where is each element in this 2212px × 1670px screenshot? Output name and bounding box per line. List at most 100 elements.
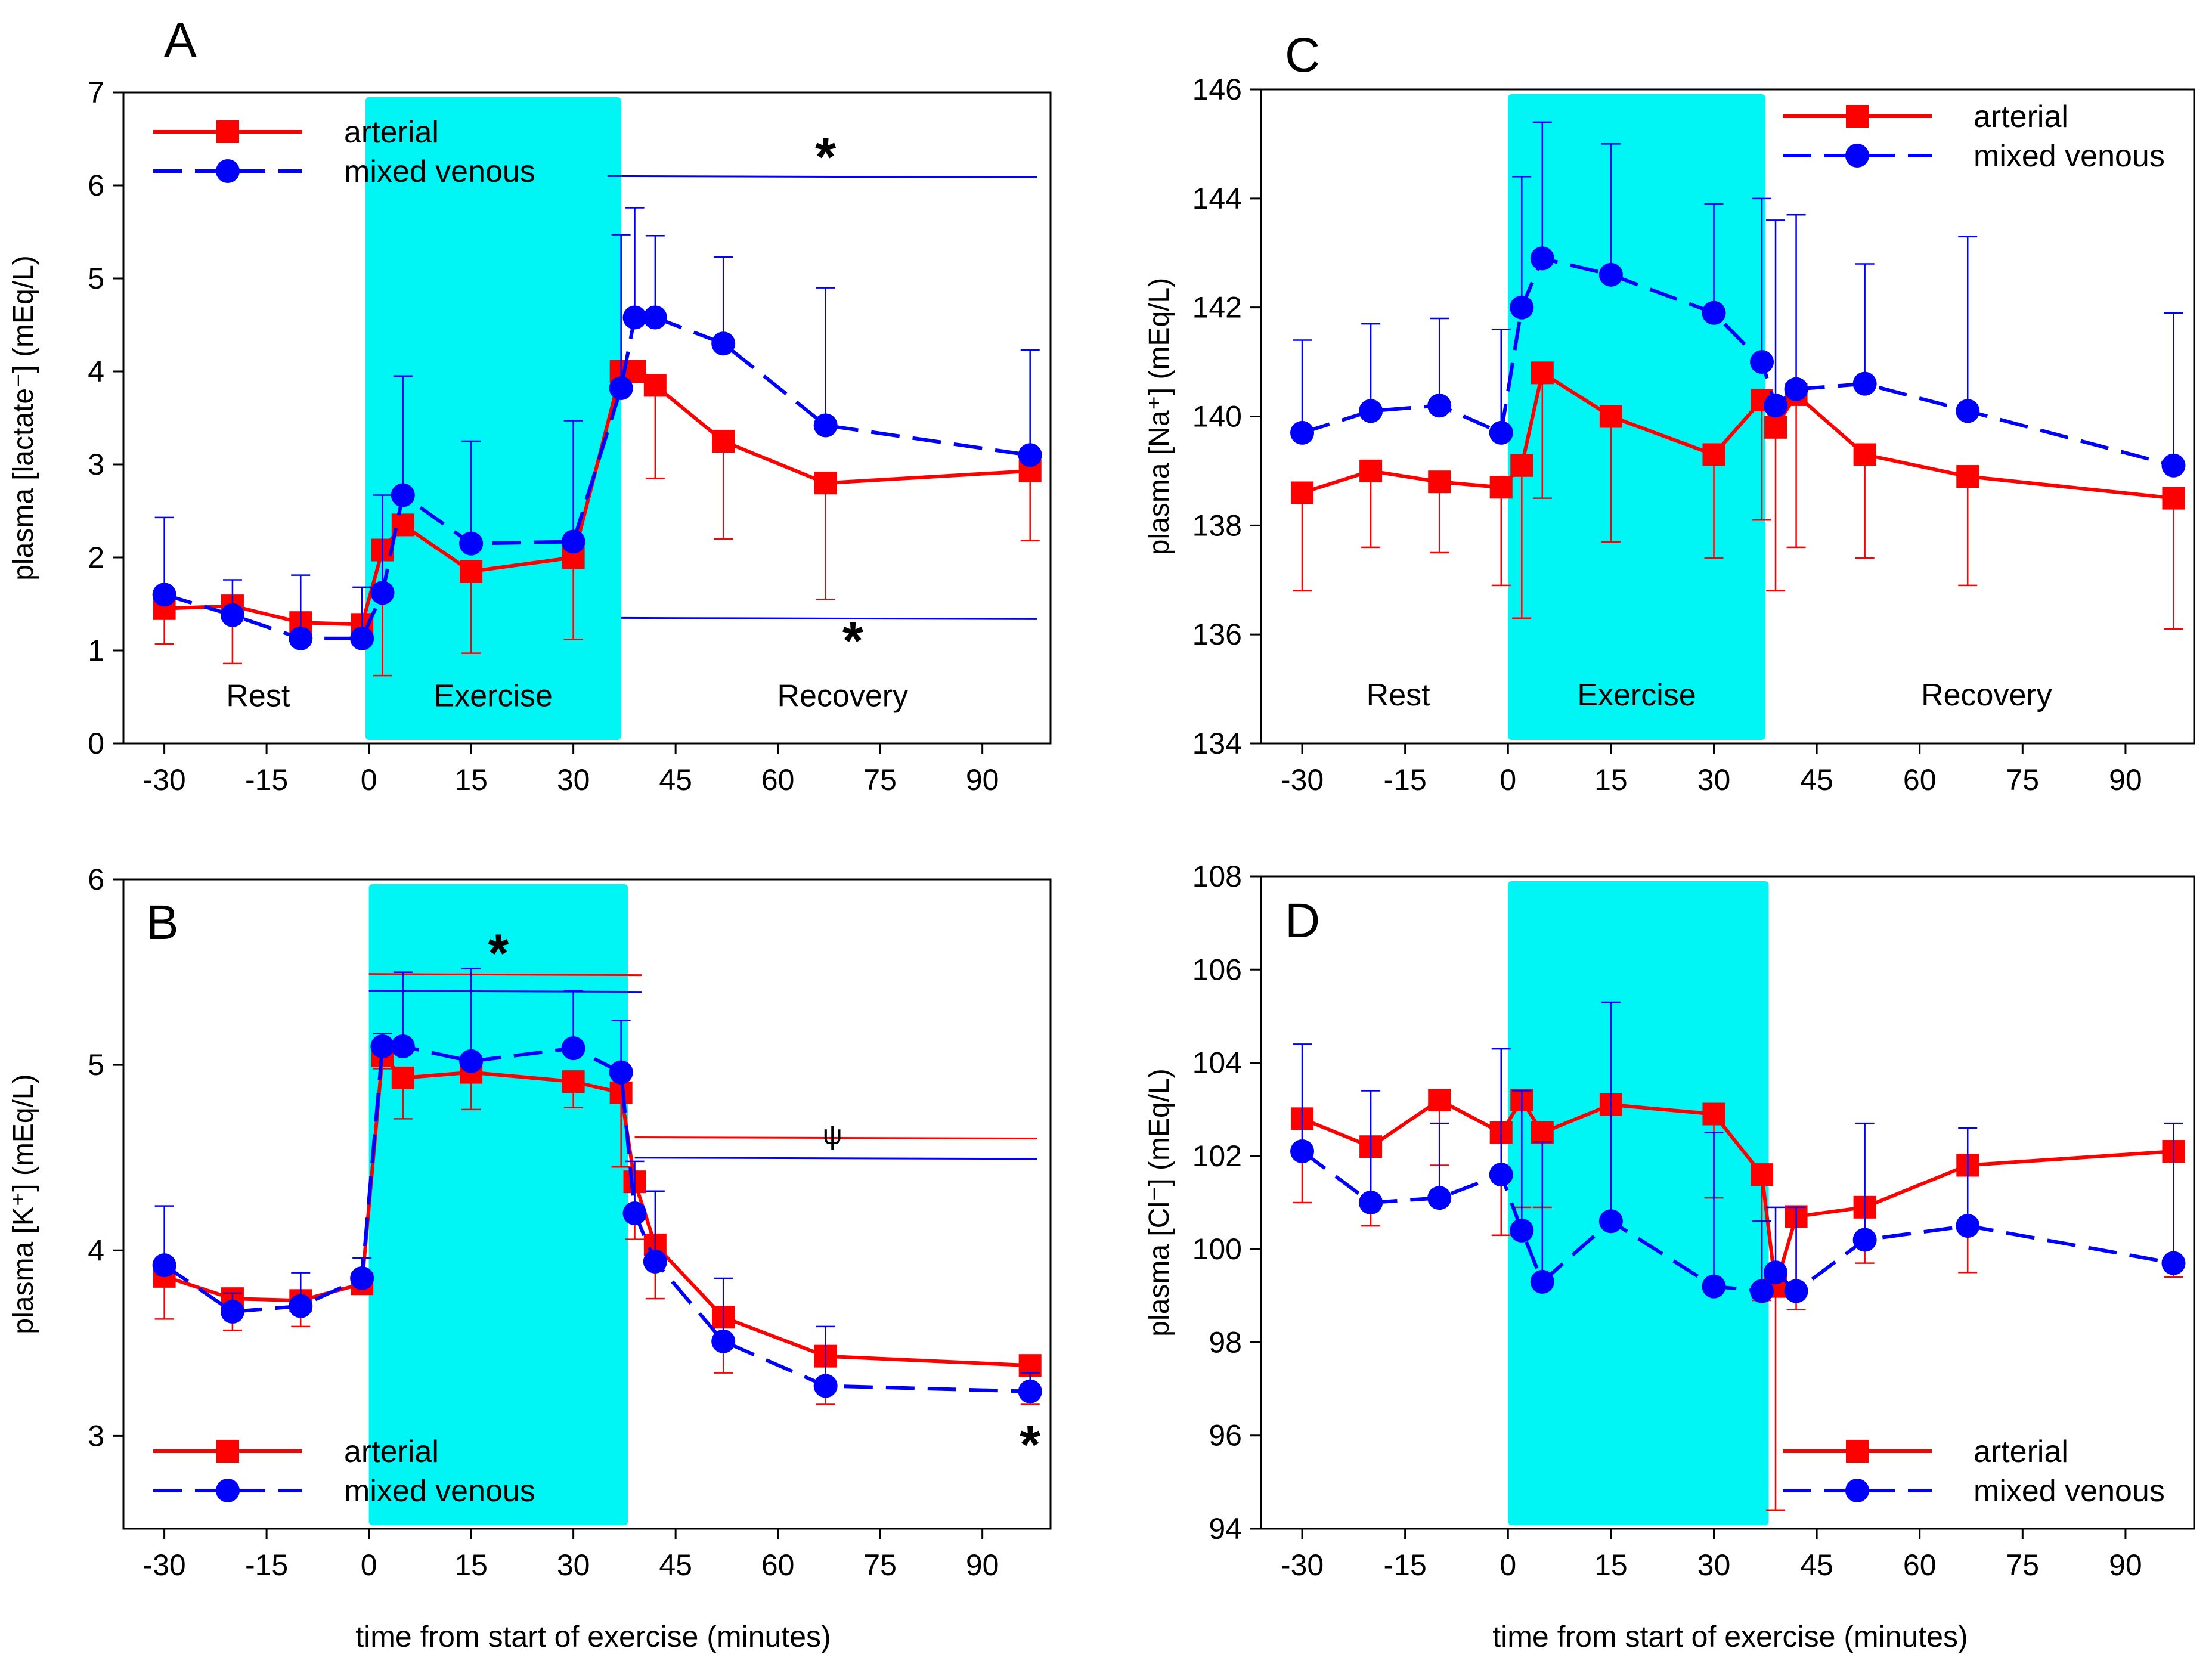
data-point-arterial — [1853, 443, 1876, 466]
data-point-venous — [152, 1253, 176, 1278]
y-axis-label: plasma [Cl⁻] (mEq/L) — [1144, 1068, 1175, 1336]
region-label-exercise: Exercise — [1577, 678, 1696, 712]
data-point-venous — [1427, 394, 1452, 418]
x-tick-label: -30 — [1281, 1548, 1324, 1582]
legend-marker-arterial — [216, 1440, 239, 1463]
x-tick-label: 90 — [966, 1548, 999, 1582]
data-point-arterial — [1359, 459, 1383, 482]
data-point-venous — [711, 331, 736, 356]
data-point-arterial — [391, 1066, 414, 1089]
legend-marker-venous — [1845, 1479, 1869, 1502]
legend-marker-arterial — [1846, 105, 1869, 128]
data-point-venous — [1598, 262, 1623, 287]
data-point-venous — [2161, 1251, 2186, 1275]
x-tick-label: 30 — [1697, 1548, 1731, 1582]
legend-marker-venous — [216, 1479, 240, 1502]
data-point-arterial — [460, 560, 483, 583]
x-tick-label: 75 — [863, 1548, 897, 1582]
panel-letter: A — [164, 13, 197, 67]
data-point-venous — [813, 413, 838, 438]
x-tick-label: 30 — [1697, 763, 1731, 797]
y-tick-label: 5 — [88, 262, 104, 295]
data-point-venous — [1750, 350, 1774, 374]
data-point-venous — [152, 583, 176, 607]
x-tick-label: 30 — [557, 1548, 590, 1582]
data-point-arterial — [1956, 465, 1979, 488]
x-tick-label: -15 — [1384, 1548, 1427, 1582]
legend-label-venous: mixed venous — [1974, 139, 2165, 173]
data-point-venous — [370, 581, 395, 605]
series-line-venous — [163, 1045, 1030, 1393]
significance-mark: * — [842, 611, 863, 671]
y-tick-label: 4 — [88, 1234, 104, 1267]
exercise-shading — [365, 97, 621, 740]
data-point-venous — [643, 305, 667, 330]
region-label-rest: Rest — [226, 679, 290, 714]
legend-label-venous: mixed venous — [1974, 1474, 2165, 1508]
data-point-venous — [1530, 246, 1554, 271]
data-point-venous — [1852, 371, 1877, 396]
y-tick-label: 146 — [1192, 73, 1242, 106]
y-tick-label: 94 — [1209, 1512, 1242, 1545]
data-point-venous — [370, 1034, 395, 1059]
plot-frame — [122, 878, 1052, 1530]
data-point-venous — [459, 531, 484, 556]
data-point-arterial — [814, 472, 837, 495]
panel-D: -30 -15 0 15 30 45 60 75 90 94 96 98 100 102 104 106 108… — [1144, 860, 2195, 1582]
significance-line — [634, 1136, 1037, 1139]
data-point-venous — [1702, 1274, 1726, 1299]
data-point-venous — [1956, 1214, 1980, 1238]
x-axis-label-right: time from start of exercise (minutes) — [1492, 1620, 1968, 1653]
data-point-venous — [1359, 399, 1383, 423]
x-tick-label: 60 — [1903, 1548, 1937, 1582]
data-point-venous — [609, 376, 633, 401]
y-tick-label: 142 — [1192, 291, 1242, 324]
data-point-arterial — [1599, 405, 1622, 428]
data-point-venous — [220, 603, 244, 627]
y-tick-label: 7 — [88, 76, 104, 109]
data-point-venous — [711, 1329, 736, 1353]
legend-marker-venous — [1845, 144, 1869, 168]
data-point-arterial — [1702, 1102, 1725, 1126]
data-point-venous — [1359, 1191, 1383, 1214]
x-tick-label: 90 — [2109, 763, 2142, 797]
data-point-venous — [391, 1034, 415, 1059]
significance-line — [368, 990, 642, 993]
data-point-arterial — [1531, 361, 1554, 385]
y-tick-label: 108 — [1192, 860, 1242, 893]
x-tick-label: 0 — [1500, 763, 1516, 797]
region-label-recovery: Recovery — [1921, 678, 2052, 712]
y-tick-label: 5 — [88, 1048, 104, 1082]
data-point-venous — [813, 1374, 838, 1398]
y-axis-label: plasma [K⁺] (mEq/L) — [8, 1074, 39, 1334]
y-tick-label: 3 — [88, 1419, 104, 1452]
x-tick-label: 0 — [361, 1548, 377, 1582]
exercise-shading — [1508, 94, 1765, 740]
x-tick-label: 60 — [761, 1548, 795, 1582]
legend-label-venous: mixed venous — [344, 154, 535, 189]
data-point-venous — [1510, 295, 1534, 320]
legend-marker-arterial — [216, 120, 239, 143]
legend-marker-arterial — [1846, 1440, 1869, 1463]
x-tick-label: 0 — [1500, 1548, 1516, 1582]
y-tick-label: 104 — [1192, 1046, 1242, 1080]
data-point-arterial — [1751, 1163, 1774, 1186]
region-label-exercise: Exercise — [434, 679, 553, 714]
x-tick-label: 45 — [659, 1548, 692, 1582]
data-point-venous — [1764, 1260, 1788, 1285]
data-point-venous — [1489, 1163, 1513, 1187]
y-axis-label: plasma [Na⁺] (mEq/L) — [1144, 278, 1175, 555]
data-point-venous — [643, 1249, 667, 1274]
data-point-venous — [459, 1049, 484, 1073]
data-point-arterial — [1489, 476, 1513, 499]
data-point-venous — [289, 626, 313, 650]
x-tick-label: -15 — [245, 763, 288, 797]
legend: arterial mixed venous — [1783, 100, 2165, 173]
x-tick-label: -15 — [1384, 763, 1427, 797]
significance-line — [621, 616, 1037, 620]
x-tick-label: 60 — [761, 763, 795, 797]
x-tick-label: -30 — [1281, 763, 1324, 797]
